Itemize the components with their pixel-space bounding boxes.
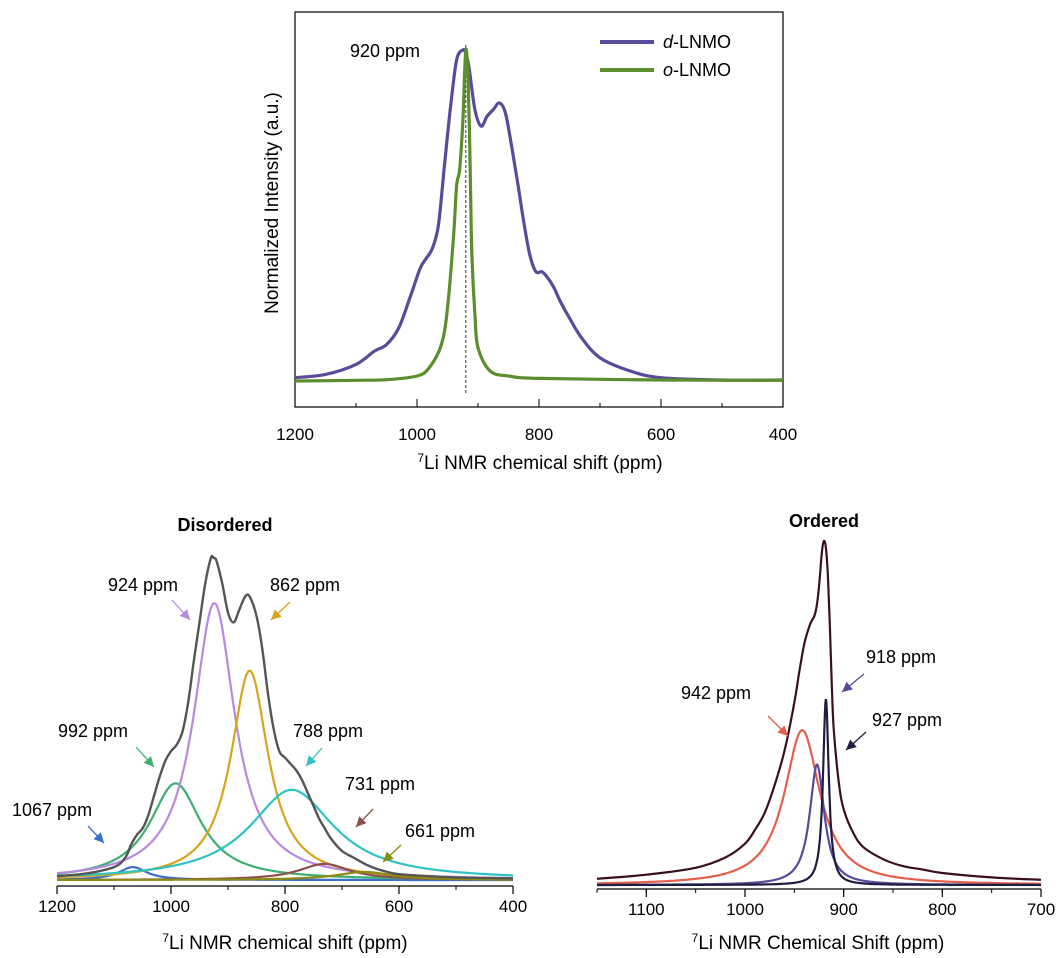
disordered-x-tick-label: 800 bbox=[271, 897, 299, 916]
ordered-x-axis-label-superscript: 7 bbox=[692, 931, 699, 945]
peak-label-661: 661 ppm bbox=[405, 821, 475, 841]
ordered-component-1 bbox=[597, 763, 1041, 886]
top-legend: d-LNMO o-LNMO bbox=[600, 32, 731, 80]
ordered-peak-arrow-0-head bbox=[777, 725, 788, 736]
top-x-axis-label-text: Li NMR chemical shift (ppm) bbox=[424, 453, 663, 474]
top-x-tick-label: 1000 bbox=[398, 425, 436, 444]
top-x-tick-label: 400 bbox=[769, 425, 797, 444]
disordered-x-axis-label-text: Li NMR chemical shift (ppm) bbox=[169, 933, 408, 954]
disordered-x-tick-label: 600 bbox=[385, 897, 413, 916]
peak-arrow-788-head bbox=[306, 755, 317, 766]
disordered-title: Disordered bbox=[177, 515, 272, 535]
peak-arrow-1067-head bbox=[93, 832, 104, 843]
disordered-chart-panel: Disordered 7Li NMR chemical shift (ppm) … bbox=[12, 515, 527, 954]
disordered-x-axis-label-superscript: 7 bbox=[162, 931, 169, 945]
component-peak-661 bbox=[57, 870, 513, 881]
peak-arrow-862-head bbox=[271, 609, 282, 620]
legend-label-o-lnmo-suffix: -LNMO bbox=[673, 60, 731, 80]
ordered-x-axis-label-text: Li NMR Chemical Shift (ppm) bbox=[698, 933, 944, 954]
disordered-x-tick-label: 1200 bbox=[38, 897, 76, 916]
peak-label-924: 924 ppm bbox=[108, 575, 178, 595]
peak-label-788: 788 ppm bbox=[293, 721, 363, 741]
ordered-x-tick-label: 900 bbox=[829, 900, 857, 919]
peak-arrow-924-head bbox=[179, 609, 190, 620]
ordered-peak-label-0: 942 ppm bbox=[681, 683, 751, 703]
legend-label-d-lnmo: d-LNMO bbox=[663, 32, 731, 52]
peak-label-1067: 1067 ppm bbox=[12, 800, 92, 820]
ordered-envelope-line bbox=[596, 539, 1042, 881]
series-line-d-lnmo bbox=[294, 48, 784, 382]
reference-peak-label: 920 ppm bbox=[350, 41, 420, 61]
top-x-tick-label: 1200 bbox=[276, 425, 314, 444]
ordered-peak-arrow-1-head bbox=[842, 681, 853, 692]
ordered-x-tick-label: 1000 bbox=[726, 900, 764, 919]
top-x-axis-label: 7Li NMR chemical shift (ppm) bbox=[417, 451, 662, 474]
disordered-envelope-line bbox=[56, 554, 514, 880]
legend-label-d-lnmo-suffix: -LNMO bbox=[673, 32, 731, 52]
peak-label-992: 992 ppm bbox=[58, 721, 128, 741]
top-x-tick-label: 800 bbox=[525, 425, 553, 444]
top-y-axis-label: Normalized Intensity (a.u.) bbox=[262, 92, 283, 314]
peak-label-862: 862 ppm bbox=[270, 575, 340, 595]
peak-label-731: 731 ppm bbox=[345, 774, 415, 794]
ordered-component-0 bbox=[597, 729, 1041, 885]
peak-arrow-661-head bbox=[383, 851, 394, 862]
ordered-peak-label-2: 927 ppm bbox=[872, 710, 942, 730]
ordered-peak-arrow-2-head bbox=[846, 739, 857, 750]
component-peak-862 bbox=[57, 669, 513, 880]
ordered-title: Ordered bbox=[789, 511, 859, 531]
ordered-peak-label-1: 918 ppm bbox=[866, 647, 936, 667]
series-line-o-lnmo bbox=[294, 47, 784, 383]
peak-arrow-731-head bbox=[356, 816, 367, 827]
top-x-axis-label-superscript: 7 bbox=[417, 451, 424, 465]
disordered-x-axis-label: 7Li NMR chemical shift (ppm) bbox=[162, 931, 407, 954]
legend-label-o-lnmo-prefix: o bbox=[663, 60, 673, 80]
top-x-tick-label: 600 bbox=[647, 425, 675, 444]
peak-arrow-992-head bbox=[143, 756, 154, 767]
ordered-chart-panel: Ordered 7Li NMR Chemical Shift (ppm) 110… bbox=[596, 511, 1055, 954]
top-chart-panel: Normalized Intensity (a.u.) 7Li NMR chem… bbox=[262, 11, 797, 474]
component-peak-788 bbox=[57, 788, 513, 877]
ordered-x-tick-label: 700 bbox=[1027, 900, 1055, 919]
ordered-x-tick-label: 800 bbox=[928, 900, 956, 919]
legend-label-d-lnmo-prefix: d bbox=[663, 32, 674, 52]
disordered-x-tick-label: 400 bbox=[499, 897, 527, 916]
ordered-x-axis-label: 7Li NMR Chemical Shift (ppm) bbox=[692, 931, 945, 954]
legend-label-o-lnmo: o-LNMO bbox=[663, 60, 731, 80]
disordered-x-tick-label: 1000 bbox=[152, 897, 190, 916]
ordered-component-2 bbox=[597, 699, 1041, 887]
ordered-x-tick-label: 1100 bbox=[628, 900, 665, 919]
